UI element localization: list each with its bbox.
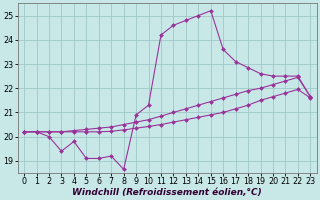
X-axis label: Windchill (Refroidissement éolien,°C): Windchill (Refroidissement éolien,°C) [72,188,262,197]
